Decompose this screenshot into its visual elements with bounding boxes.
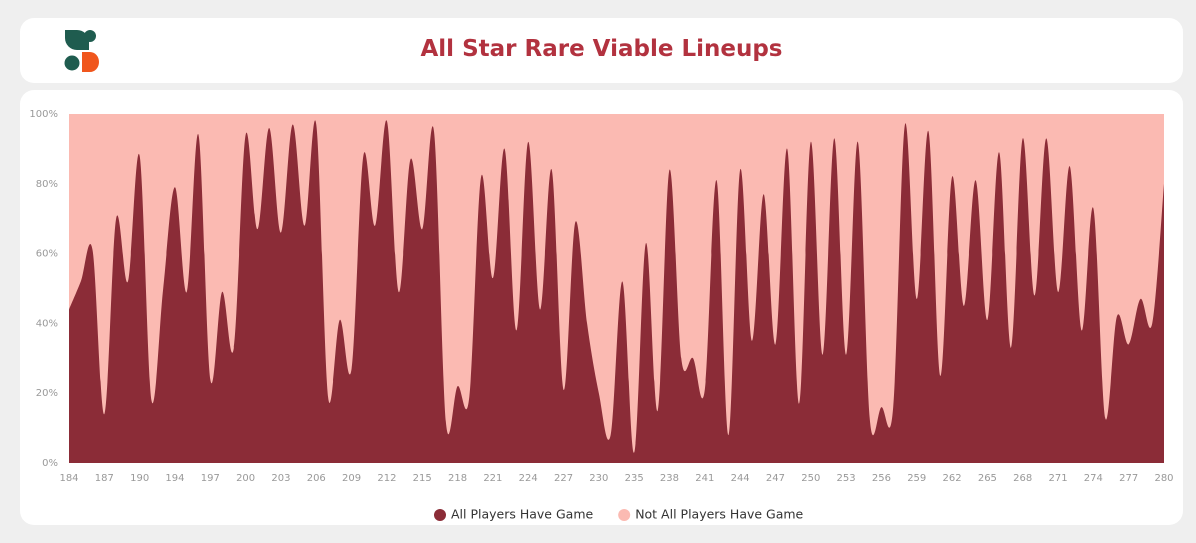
legend-marker xyxy=(618,509,631,521)
x-tick-label: 277 xyxy=(1119,473,1138,484)
x-tick-label: 203 xyxy=(271,473,290,484)
legend-label: All Players Have Game xyxy=(451,507,593,522)
x-tick-label: 244 xyxy=(731,473,750,484)
x-tick-label: 190 xyxy=(130,473,149,484)
x-tick-label: 280 xyxy=(1154,473,1173,484)
area xyxy=(69,120,1164,463)
x-tick-label: 194 xyxy=(165,473,184,484)
x-tick-label: 227 xyxy=(554,473,573,484)
x-tick-label: 253 xyxy=(837,473,856,484)
x-tick-label: 238 xyxy=(660,473,679,484)
x-tick-label: 268 xyxy=(1013,473,1032,484)
y-tick-label: 80% xyxy=(36,179,58,190)
legend-label: Not All Players Have Game xyxy=(635,507,803,522)
x-tick-label: 187 xyxy=(95,473,114,484)
header: All Star Rare Viable Lineups xyxy=(20,18,1183,83)
legend-marker xyxy=(434,509,446,521)
x-tick-label: 241 xyxy=(695,473,714,484)
x-tick-label: 184 xyxy=(59,473,78,484)
x-tick-label: 209 xyxy=(342,473,361,484)
y-tick-label: 0% xyxy=(42,458,58,469)
x-tick-label: 247 xyxy=(766,473,785,484)
y-tick-label: 100% xyxy=(29,109,58,120)
x-tick-label: 221 xyxy=(483,473,502,484)
x-tick-label: 215 xyxy=(413,473,432,484)
y-tick-label: 40% xyxy=(36,318,58,329)
x-tick-label: 265 xyxy=(978,473,997,484)
x-tick-label: 200 xyxy=(236,473,255,484)
x-tick-label: 271 xyxy=(1048,473,1067,484)
plot xyxy=(69,114,1164,463)
x-tick-label: 259 xyxy=(907,473,926,484)
x-tick-label: 212 xyxy=(377,473,396,484)
x-tick-label: 197 xyxy=(201,473,220,484)
x-tick-label: 274 xyxy=(1084,473,1103,484)
x-tick-label: 262 xyxy=(943,473,962,484)
y-tick-label: 20% xyxy=(36,388,58,399)
x-tick-label: 256 xyxy=(872,473,891,484)
logo xyxy=(64,30,99,72)
x-tick-label: 224 xyxy=(519,473,538,484)
x-tick-label: 218 xyxy=(448,473,467,484)
x-tick-label: 235 xyxy=(625,473,644,484)
x-tick-label: 206 xyxy=(307,473,326,484)
x-tick-label: 230 xyxy=(589,473,608,484)
y-tick-label: 60% xyxy=(36,249,58,260)
x-tick-label: 250 xyxy=(801,473,820,484)
chart-title: All Star Rare Viable Lineups xyxy=(420,36,783,62)
